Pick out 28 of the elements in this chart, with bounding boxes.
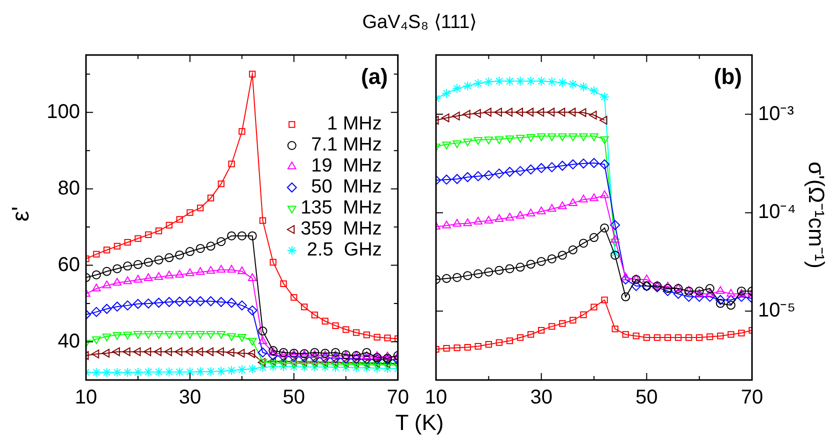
- y2-tick-label: 10⁻³: [758, 102, 794, 125]
- chart-title: GaV₄S₈ ⟨111⟩: [361, 11, 478, 34]
- legend-label: 135 MHz: [300, 198, 382, 219]
- x-tick-label: 10: [74, 386, 98, 409]
- y-tick-label: 100: [46, 100, 80, 123]
- annotation: (b): [714, 64, 742, 90]
- x-tick-label: 50: [282, 386, 306, 409]
- x-tick-label: 70: [386, 386, 409, 409]
- annotation: (a): [360, 64, 388, 90]
- x-tick-label: 10: [424, 386, 448, 409]
- legend-label: 359 MHz: [300, 218, 382, 240]
- y-tick-label: 60: [58, 254, 80, 276]
- y2-axis-title: σ'(Ω⁻¹cm⁻¹): [803, 160, 830, 270]
- x-axis-title: T (K): [394, 410, 445, 436]
- x-tick-label: 30: [530, 386, 552, 409]
- x-tick-label: 50: [636, 386, 658, 409]
- y-tick-label: 40: [58, 330, 80, 352]
- x-tick-label: 70: [740, 386, 764, 409]
- legend-label: 7.1 MHz: [311, 134, 382, 156]
- legend-label: 19 MHz: [311, 156, 382, 177]
- y2-tick-label: 10⁻⁵: [758, 300, 796, 322]
- y2-tick-label: 10⁻⁴: [758, 201, 796, 224]
- legend-label: 50 MHz: [311, 176, 382, 198]
- legend-label: 1 MHz: [326, 114, 382, 135]
- y-axis-title: ε': [8, 206, 36, 222]
- x-tick-label: 30: [178, 386, 202, 409]
- legend-label: 2.5 GHz: [306, 240, 382, 261]
- y-tick-label: 80: [58, 177, 80, 200]
